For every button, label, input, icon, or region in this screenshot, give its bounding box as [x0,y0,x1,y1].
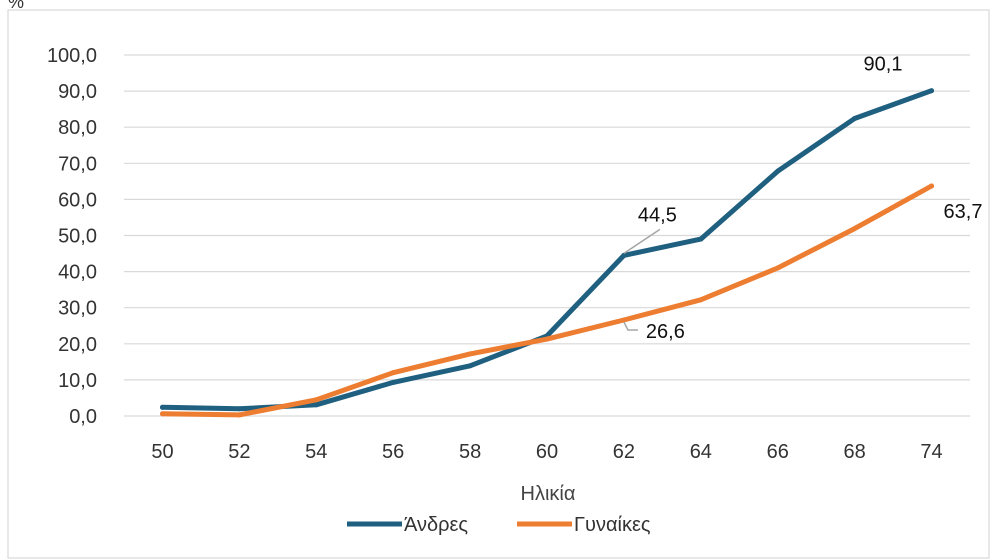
data-point [313,402,319,408]
label-leader-line [623,228,661,254]
y-axis-ticks: 0,0 10,0 20,0 30,0 40,0 50,0 60,0 70,0 80,0 90,0 1… [47,45,97,428]
data-point [467,351,473,357]
data-point [929,88,935,94]
data-point [775,168,781,174]
label-leader-line [623,321,638,331]
data-point [390,379,396,385]
y-tick-label: 20,0 [58,334,97,356]
data-point [159,411,165,417]
x-tick-label: 60 [536,441,558,463]
data-point [313,397,319,403]
data-point [698,297,704,303]
x-axis-title: Ηλικία [521,483,576,505]
y-tick-label: 80,0 [58,117,97,139]
legend-label-women: Γυναίκες [574,514,651,536]
data-point [929,183,935,189]
data-point [775,265,781,271]
data-label: 44,5 [638,204,677,226]
data-point [698,236,704,242]
x-tick-label: 66 [767,441,789,463]
x-tick-label: 74 [920,441,942,463]
data-labels: 44,5 90,1 26,6 63,7 [623,54,983,343]
data-point [852,226,858,232]
y-tick-label: 100,0 [47,45,97,67]
y-tick-label: 60,0 [58,189,97,211]
x-tick-label: 54 [305,441,327,463]
x-tick-label: 68 [844,441,866,463]
series-line-women [160,183,934,418]
y-tick-label: 10,0 [58,370,97,392]
data-point [390,370,396,376]
legend-label-men: Άνδρες [404,514,468,536]
gridlines [124,54,970,417]
data-point [852,116,858,122]
x-tick-label: 50 [151,441,173,463]
data-point [544,336,550,342]
data-point [467,363,473,369]
data-point [621,317,627,323]
data-point [236,412,242,418]
chart-frame [7,9,990,559]
legend: Άνδρες Γυναίκες [347,514,651,536]
series-lines [159,88,935,418]
y-tick-label: 50,0 [58,226,97,248]
data-point [236,406,242,412]
x-tick-label: 58 [459,441,481,463]
data-label: 90,1 [864,54,903,76]
data-label: 26,6 [646,321,685,343]
y-tick-label: 0,0 [69,406,97,428]
y-tick-label: 90,0 [58,81,97,103]
corner-label: % [8,0,24,12]
data-point [621,252,627,258]
y-tick-label: 70,0 [58,153,97,175]
x-axis-ticks: 50 52 54 56 58 60 62 64 66 68 74 [151,441,942,463]
y-tick-label: 40,0 [58,262,97,284]
x-tick-label: 64 [690,441,712,463]
x-tick-label: 52 [228,441,250,463]
y-tick-label: 30,0 [58,298,97,320]
data-label: 63,7 [944,201,983,223]
x-tick-label: 62 [613,441,635,463]
data-point [159,404,165,410]
x-tick-label: 56 [382,441,404,463]
